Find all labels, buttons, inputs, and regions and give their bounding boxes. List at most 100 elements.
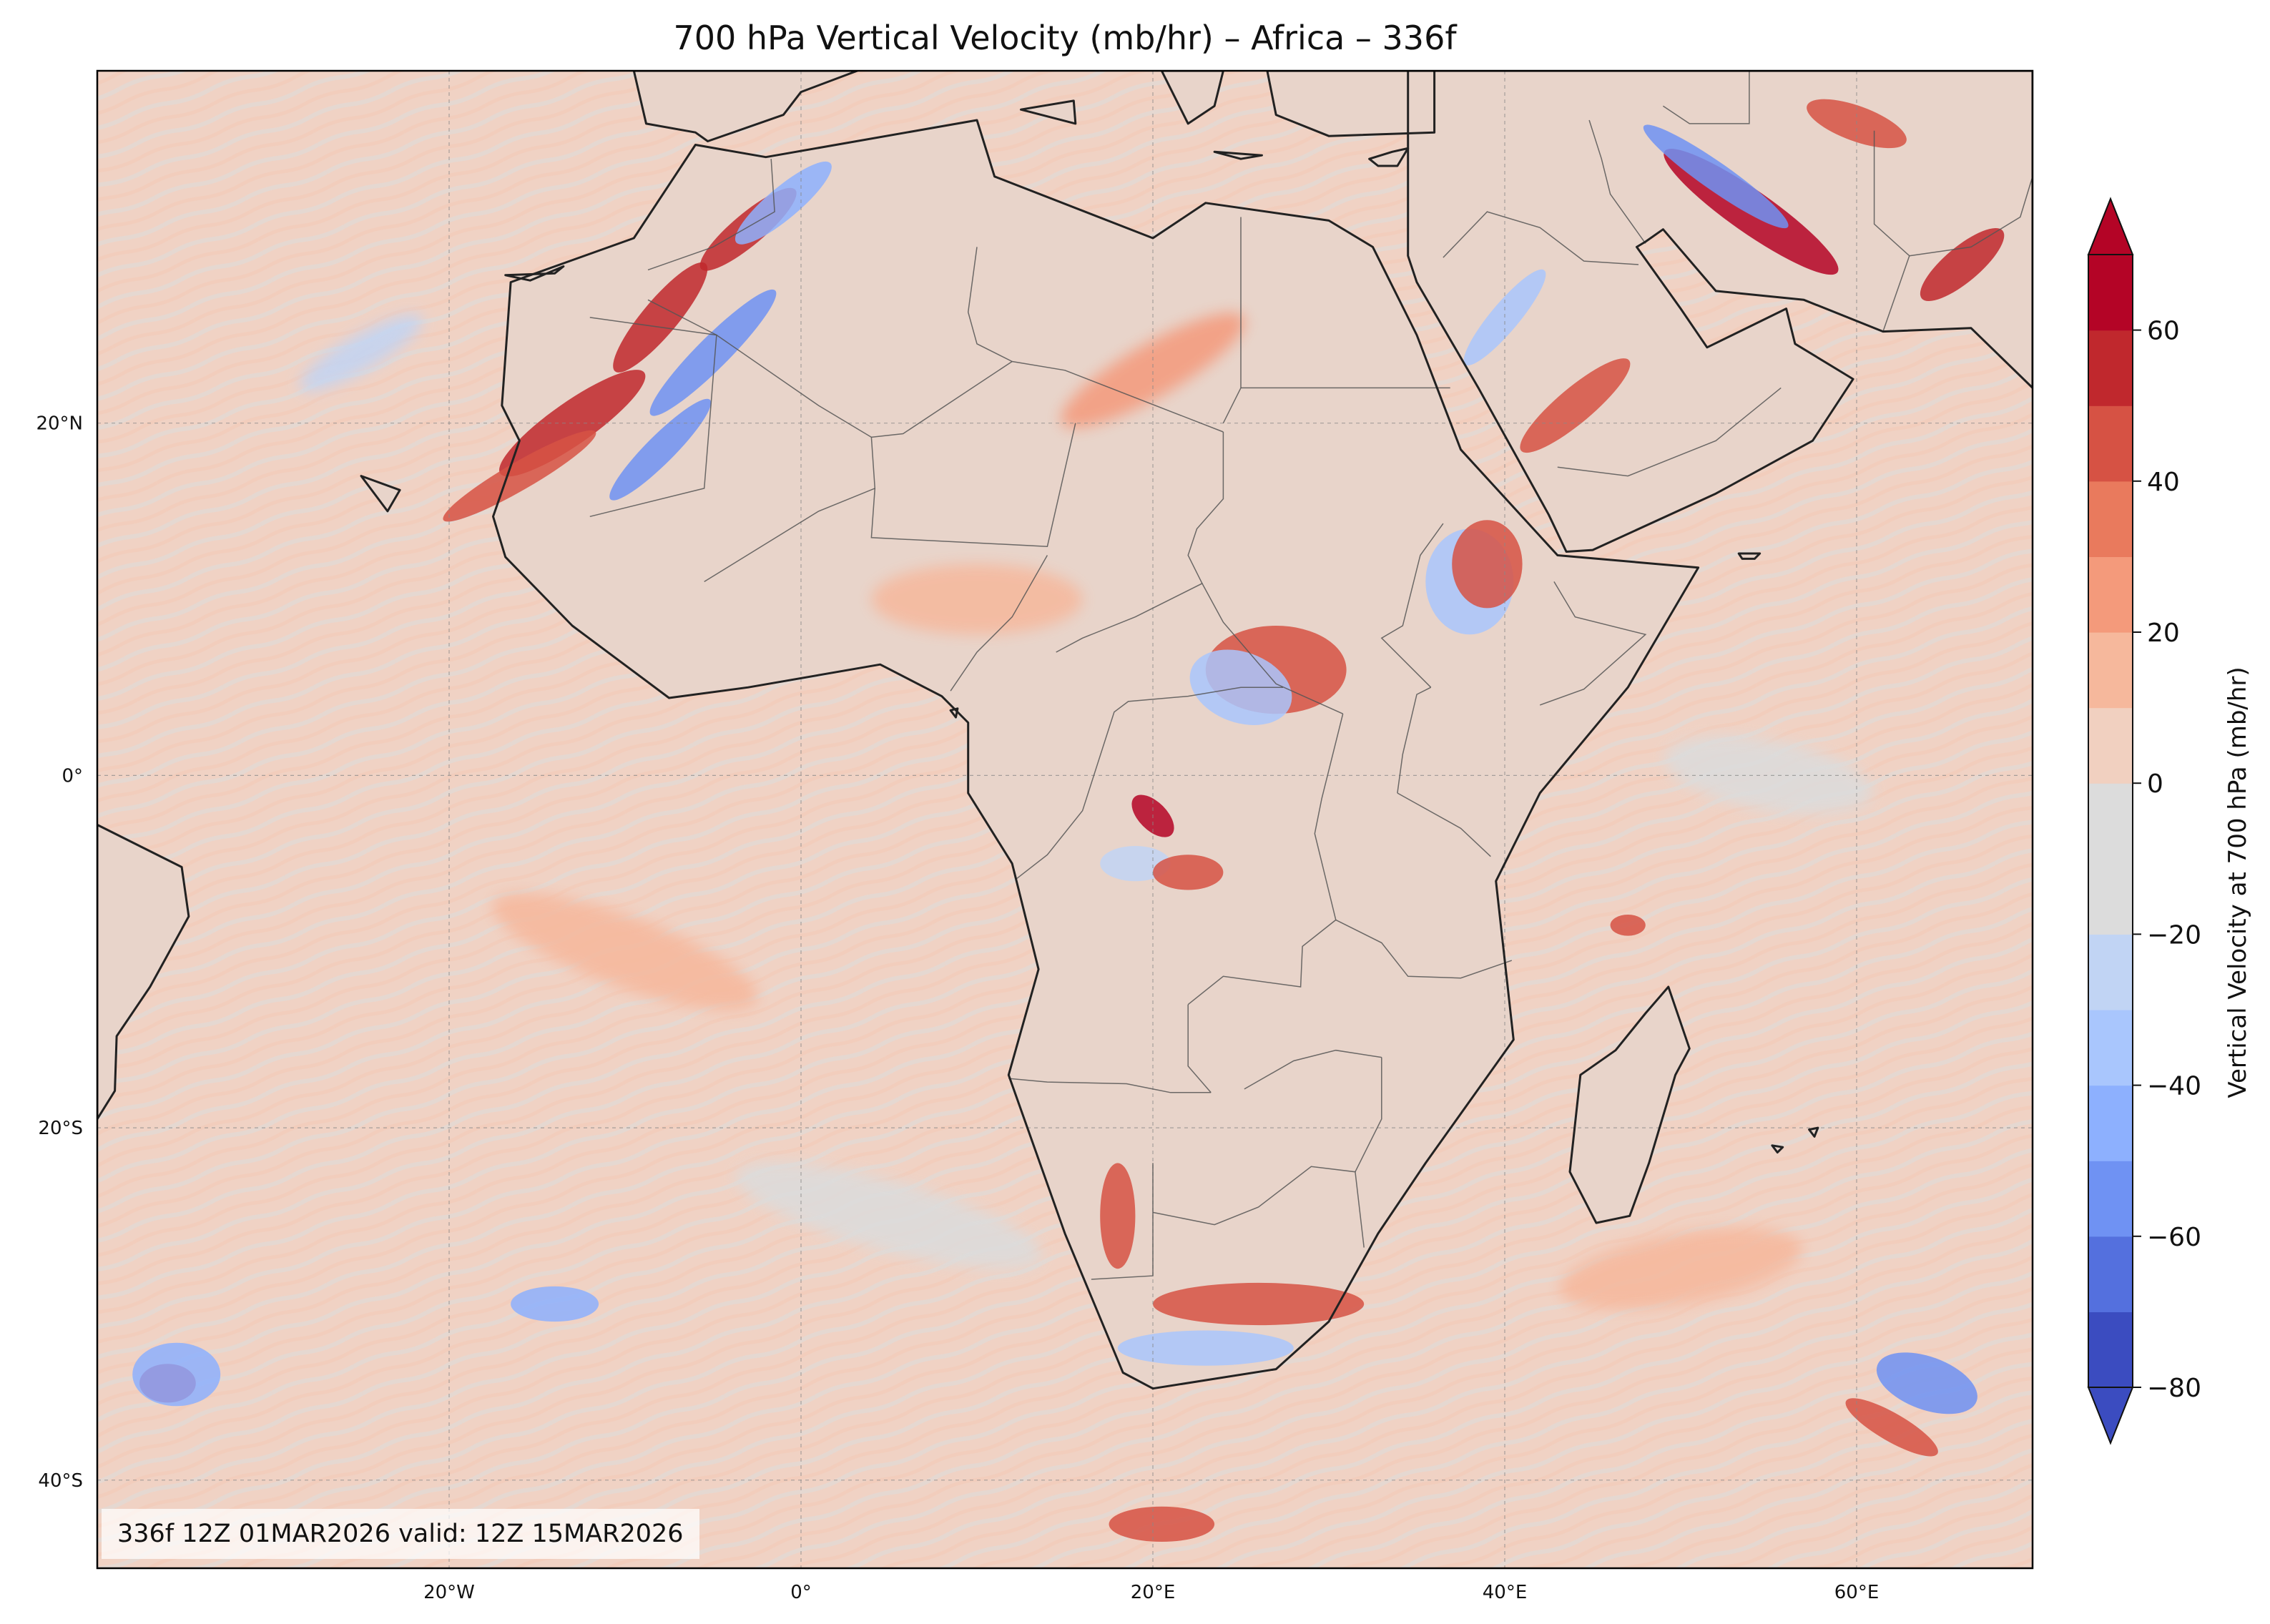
colorbar-segment xyxy=(2088,405,2133,482)
border-tanzania-mozambique xyxy=(1335,919,1513,979)
coastline-socotra xyxy=(1737,552,1762,560)
colorbar-segment xyxy=(2088,330,2133,406)
coastline-bioko xyxy=(949,707,959,719)
velocity-anomaly xyxy=(1845,1398,1938,1457)
velocity-anomaly xyxy=(609,398,712,501)
colorbar-segment xyxy=(2088,481,2133,557)
coastline-south-america xyxy=(97,823,190,1121)
coastline-cyprus xyxy=(1368,147,1410,167)
border-morocco-algeria xyxy=(647,159,775,271)
gridlines xyxy=(97,71,2033,1568)
velocity-anomaly xyxy=(132,1342,221,1407)
lon-tick-label: 20°E xyxy=(1131,1582,1176,1603)
velocity-anomaly xyxy=(1153,1282,1365,1326)
lon-tick-label: 20°W xyxy=(423,1582,475,1603)
border-nigeria-cameroon xyxy=(950,555,1048,692)
colorbar-segment xyxy=(2088,255,2133,331)
border-niger-nigeria-chad xyxy=(870,423,1076,547)
lon-tick-label: 0° xyxy=(790,1582,812,1603)
velocity-anomaly xyxy=(1452,520,1523,609)
border-kenya-tanzania xyxy=(1397,792,1491,857)
velocity-anomaly xyxy=(511,1286,599,1322)
coastline-turkey xyxy=(1266,71,1436,137)
longitude-tick-labels: 20°W 0° 20°E 40°E 60°E xyxy=(423,1582,1879,1603)
coastline-cape-verde xyxy=(360,475,401,513)
latitude-tick-labels: 20°N 0° 20°S 40°S xyxy=(36,413,83,1492)
lon-tick-label: 40°E xyxy=(1483,1582,1528,1603)
colorbar-tick-label: −20 xyxy=(2147,920,2201,950)
border-ethiopia-sudan xyxy=(1380,523,1444,688)
border-pakistan-afghanistan xyxy=(1909,176,2033,257)
border-namibia-botswana-sa xyxy=(1091,1163,1154,1280)
velocity-anomaly xyxy=(1153,855,1224,890)
colorbar-segment xyxy=(2088,1161,2133,1237)
border-drc-congo xyxy=(1015,686,1283,880)
land-africa xyxy=(493,120,1699,1389)
map-title: 700 hPa Vertical Velocity (mb/hr) – Afri… xyxy=(673,19,1457,57)
border-uganda-kenya xyxy=(1397,686,1432,794)
border-libya-chad xyxy=(1012,360,1224,433)
border-iraq-iran xyxy=(1588,119,1646,244)
velocity-anomaly xyxy=(1109,1506,1215,1542)
velocity-anomaly xyxy=(1117,1330,1294,1366)
colorbar-tick-label: 60 xyxy=(2147,317,2180,346)
colorbar-tick-label: −80 xyxy=(2147,1374,2201,1403)
colorbar-tick-label: 20 xyxy=(2147,619,2180,648)
colorbar-segment xyxy=(2088,556,2133,633)
border-caspian-south xyxy=(1662,71,1750,124)
lat-tick-label: 20°N xyxy=(36,413,83,435)
colorbar-segment xyxy=(2088,1236,2133,1312)
land-turkey xyxy=(1267,71,1435,137)
coastline-madagascar xyxy=(1568,985,1691,1224)
velocity-anomaly xyxy=(735,1162,1043,1269)
border-drc-east xyxy=(1187,714,1344,1005)
border-mauritania-mali xyxy=(589,317,717,518)
land-canary-islands xyxy=(505,266,564,281)
border-angola-zambia xyxy=(1187,1004,1212,1093)
velocity-anomaly xyxy=(1520,358,1631,453)
coastline-africa xyxy=(492,119,1700,1390)
land-cape-verde xyxy=(361,476,401,511)
colorbar-outline xyxy=(2088,254,2133,1388)
land-italy-sicily xyxy=(1021,100,1076,124)
border-saudi-north xyxy=(1443,211,1639,265)
colorbar-tick-label: 0 xyxy=(2147,769,2163,799)
coastline-arabia xyxy=(1407,71,2033,553)
border-zimbabwe-mozambique xyxy=(1355,1057,1382,1173)
colorbar-over-arrow xyxy=(2087,197,2134,255)
colorbar-segment xyxy=(2088,783,2133,860)
velocity-anomaly xyxy=(492,893,758,1010)
velocity-anomaly xyxy=(1920,227,2005,302)
velocity-anomaly xyxy=(1664,736,1873,815)
colorbar-segment xyxy=(2088,1010,2133,1086)
velocity-anomaly xyxy=(1060,313,1246,428)
coastline-canary-islands xyxy=(504,265,565,282)
colorbar-tick-label: −40 xyxy=(2147,1072,2201,1101)
colorbar-segment xyxy=(2088,632,2133,709)
border-zambia-zimbabwe xyxy=(1244,1049,1382,1090)
lat-tick-label: 20°S xyxy=(38,1118,83,1139)
coastline-europe xyxy=(632,71,859,142)
colorbar-under-arrow xyxy=(2087,1387,2134,1445)
colorbar-segment xyxy=(2088,1311,2133,1388)
border-ethiopia-somalia xyxy=(1539,581,1647,706)
velocity-anomaly xyxy=(1559,1228,1802,1310)
colorbar-tick-label: 40 xyxy=(2147,468,2180,497)
colorbar xyxy=(2087,197,2134,1445)
velocity-anomaly xyxy=(443,430,596,522)
colorbar-segment xyxy=(2088,858,2133,935)
velocity-anomaly xyxy=(1100,1163,1136,1269)
border-sudan-chad xyxy=(1187,432,1224,584)
border-saudi-yemen-oman xyxy=(1557,387,1782,477)
lat-tick-label: 0° xyxy=(62,765,83,787)
vertical-velocity-field xyxy=(132,99,2005,1542)
forecast-timestamp: 336f 12Z 01MAR2026 valid: 12Z 15MAR2026 xyxy=(102,1509,699,1559)
velocity-anomaly xyxy=(649,289,777,416)
colorbar-label: Vertical Velocity at 700 hPa (mb/hr) xyxy=(2224,666,2252,1098)
border-south-africa-north xyxy=(1152,1166,1365,1248)
border-mali-niger-burkina xyxy=(704,437,876,583)
coastline-greece xyxy=(1160,71,1224,125)
velocity-anomaly xyxy=(734,161,832,245)
velocity-anomaly xyxy=(299,314,423,391)
